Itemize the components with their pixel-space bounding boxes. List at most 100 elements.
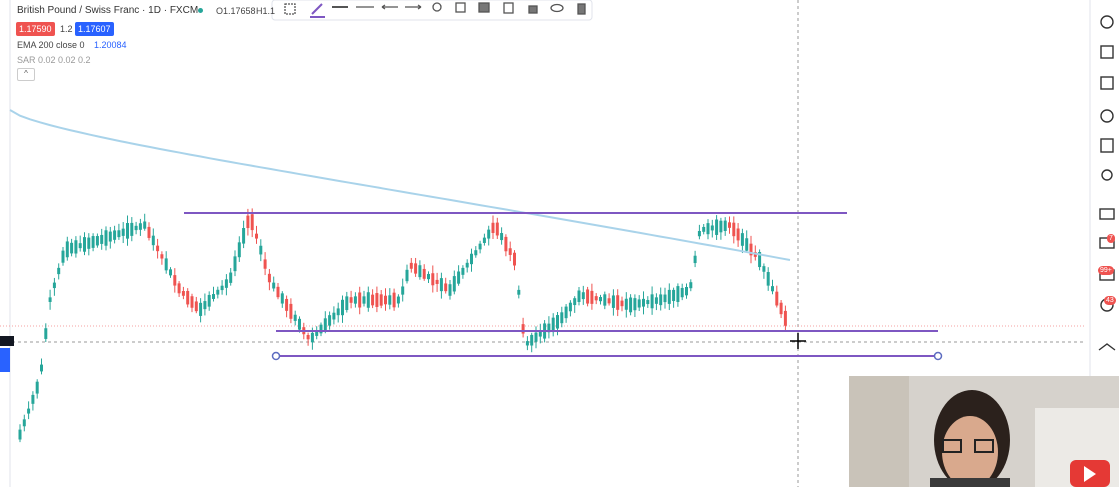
candle-body [439, 278, 443, 292]
candle-body [388, 295, 392, 305]
candle-body [52, 282, 56, 289]
axis-marker [0, 348, 10, 372]
candle-body [783, 310, 787, 326]
sell-price[interactable]: 1.17590 [16, 22, 55, 36]
candle-body [530, 334, 534, 346]
candle-body [61, 250, 65, 263]
tool-icon[interactable] [455, 2, 466, 13]
badge: 7 [1107, 234, 1115, 243]
candle-body [207, 294, 211, 307]
candle-body [633, 298, 637, 311]
calendar-icon[interactable] [1100, 138, 1114, 153]
tool-icon[interactable] [432, 2, 442, 12]
candle-body [547, 323, 551, 333]
candle-body [624, 298, 628, 310]
candle-body [470, 253, 473, 265]
candle-body [723, 220, 727, 231]
candle-body [534, 332, 538, 342]
candle-body [255, 233, 258, 239]
candle-body [392, 292, 396, 308]
candle-body [151, 235, 155, 246]
candle-body [126, 223, 129, 239]
candle-body [556, 315, 559, 329]
drawing-toolbar [271, 0, 593, 21]
indicator-name: EMA 200 close 0 [17, 40, 85, 50]
tool-icon[interactable] [284, 3, 296, 15]
buy-price[interactable]: 1.17607 [75, 22, 114, 36]
tool-icon[interactable] [550, 3, 564, 13]
candle-body [341, 299, 344, 316]
tool-icon[interactable] [311, 3, 323, 15]
tool-icon[interactable] [528, 5, 538, 14]
candle-body [418, 265, 422, 278]
candle-body [551, 317, 555, 333]
candle-body [513, 252, 516, 266]
candle-body [95, 236, 99, 246]
candle-body [345, 296, 349, 311]
candle-body [538, 331, 542, 337]
spread: 1.2 [60, 24, 73, 34]
candle-body [762, 266, 766, 272]
candle-body [160, 254, 164, 259]
candles [18, 208, 787, 443]
candle-body [31, 394, 35, 404]
ema-line [9, 109, 791, 261]
ohlc-open: O1.17658 [216, 6, 256, 16]
news-icon[interactable] [1100, 76, 1114, 90]
candle-body [564, 306, 568, 319]
candle-body [594, 296, 598, 301]
candle-body [177, 283, 181, 294]
candle-body [500, 233, 504, 241]
alarm-icon[interactable] [1100, 15, 1114, 29]
candle-body [444, 283, 448, 292]
candle-body [599, 297, 602, 302]
candle-body [216, 289, 220, 295]
candle-body [315, 330, 319, 336]
candle-body [306, 334, 310, 340]
candle-body [35, 381, 39, 394]
candle-body [590, 290, 594, 304]
line-handle[interactable] [933, 351, 943, 361]
candle-body [676, 286, 680, 302]
collapse-legend[interactable]: ^ [17, 68, 35, 81]
candle-body [375, 293, 379, 307]
candle-body [358, 292, 362, 308]
tool-icon[interactable] [478, 2, 490, 13]
tool-icon[interactable] [405, 4, 422, 10]
candle-body [65, 241, 69, 258]
chat-icon[interactable] [1099, 208, 1115, 220]
candle-body [108, 231, 112, 242]
candle-body [280, 293, 284, 304]
candle-body [427, 273, 430, 280]
idea-icon[interactable] [1101, 169, 1113, 181]
candle-body [715, 219, 719, 235]
candle-body [396, 296, 400, 304]
candle-body [78, 243, 82, 249]
tool-icon[interactable] [381, 4, 398, 10]
candle-body [728, 222, 731, 228]
candle-body [121, 228, 125, 236]
tool-icon[interactable] [577, 3, 586, 15]
webcam-glasses [942, 439, 994, 453]
tool-icon[interactable] [503, 2, 514, 14]
candle-body [697, 230, 701, 237]
candle-body [448, 284, 452, 296]
candle-body [199, 302, 203, 316]
candle-body [616, 295, 620, 310]
clock-icon[interactable] [1100, 109, 1114, 123]
webcam-face [942, 416, 998, 487]
cursor [790, 333, 806, 349]
line-handle[interactable] [271, 351, 281, 361]
candle-body [138, 223, 142, 230]
candle-body [143, 221, 147, 229]
watchlist-icon[interactable] [1100, 45, 1114, 59]
candle-body [766, 272, 770, 286]
webcam-wall [849, 376, 909, 487]
candle-body [667, 289, 671, 304]
collapse-icon[interactable] [1098, 343, 1116, 351]
candle-body [405, 269, 409, 282]
candle-body [83, 237, 86, 252]
badge: 43 [1104, 296, 1116, 305]
candle-body [607, 298, 611, 304]
